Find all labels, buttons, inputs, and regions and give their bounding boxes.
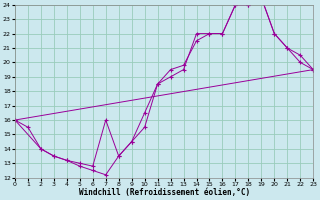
X-axis label: Windchill (Refroidissement éolien,°C): Windchill (Refroidissement éolien,°C): [78, 188, 250, 197]
